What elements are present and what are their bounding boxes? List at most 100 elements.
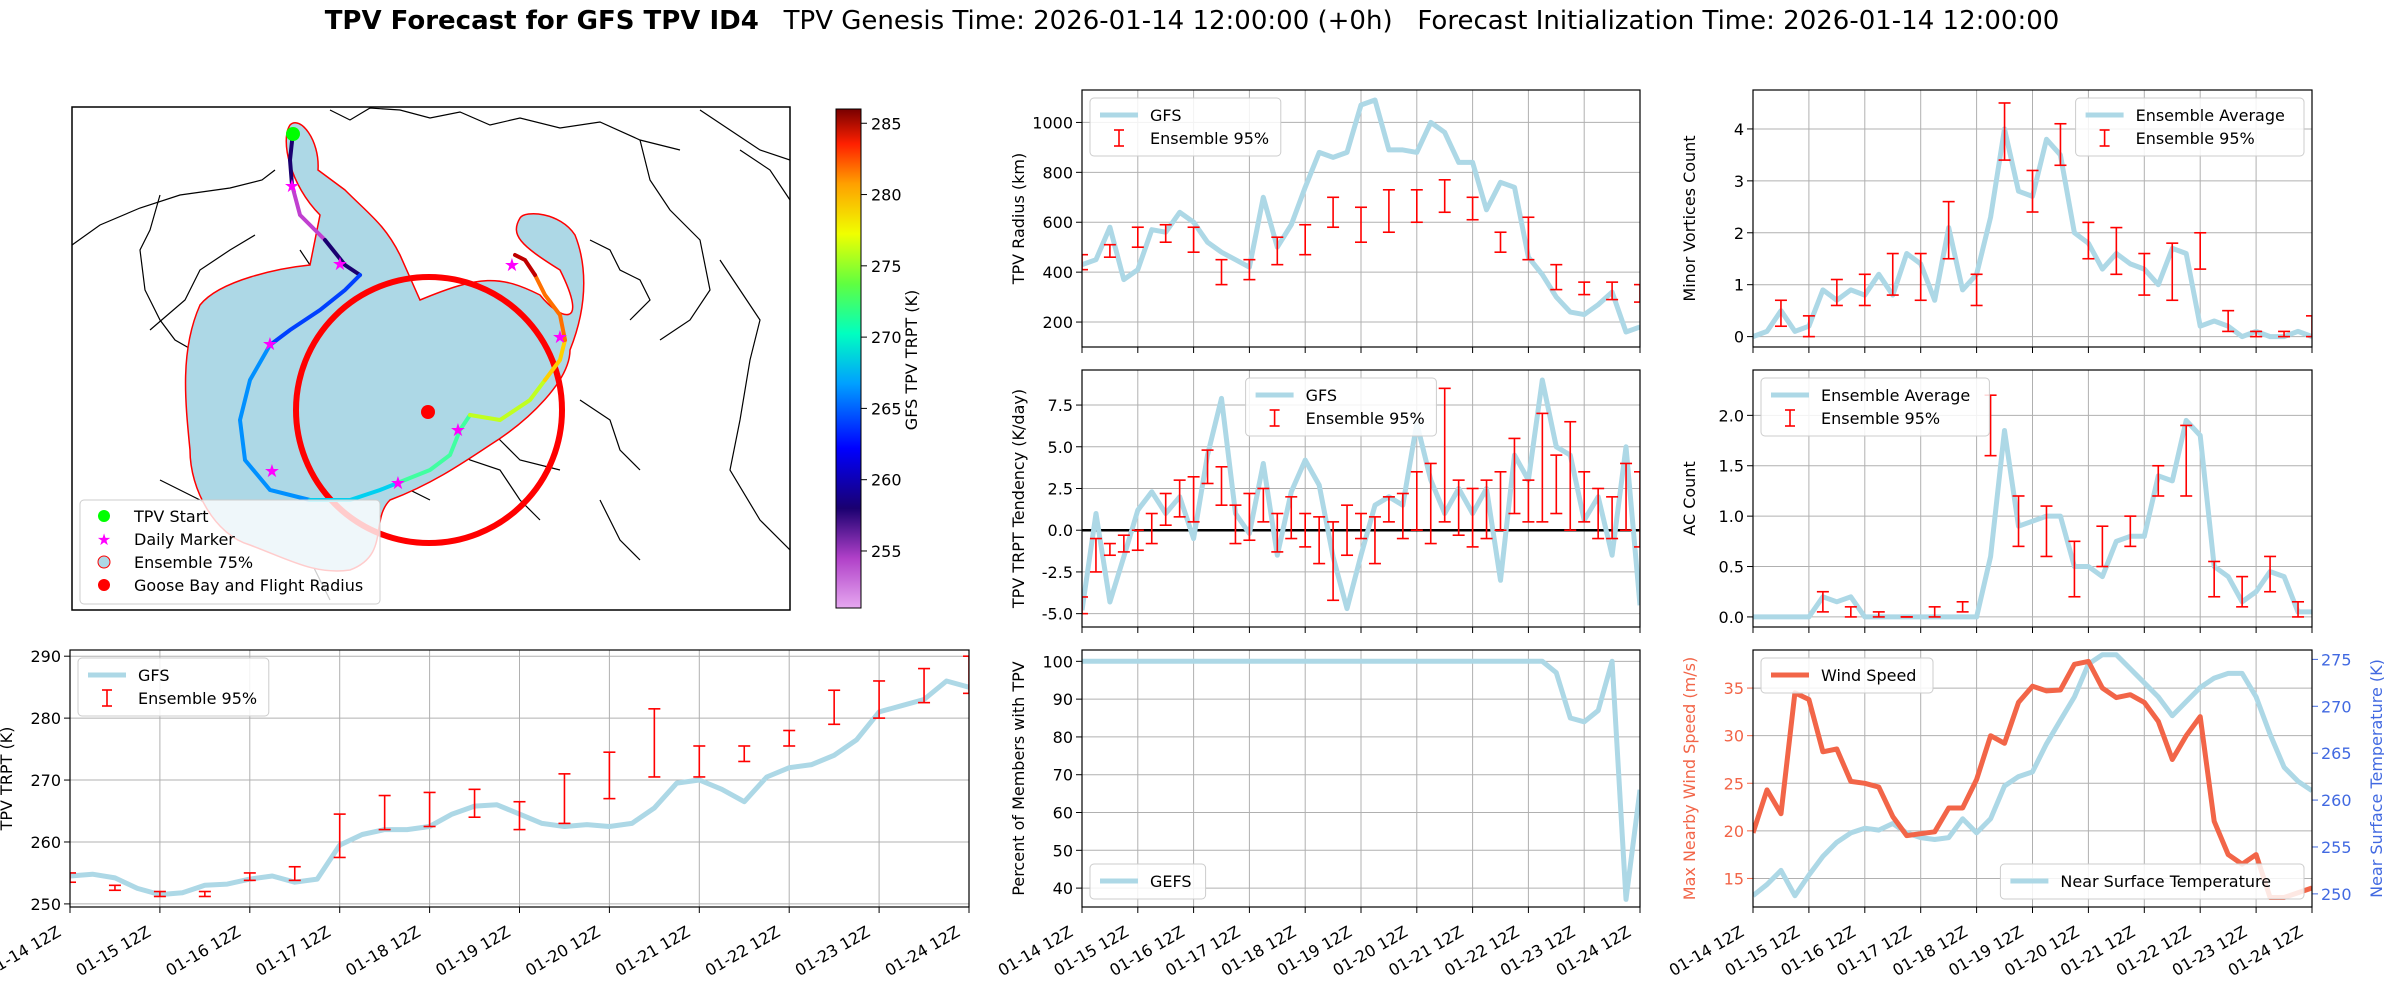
gfs-series-line	[1082, 97, 1640, 335]
legend-ensemble-icon	[97, 555, 111, 569]
y2-tick-label: 270	[2321, 697, 2352, 716]
plot-area	[1753, 102, 2312, 340]
y-axis-label: TPV Radius (km)	[1009, 153, 1028, 286]
y-tick-label: 35	[1724, 679, 1744, 698]
y-tick-label: 200	[1042, 313, 1073, 332]
map-legend: TPV Start ★ Daily Marker Ensemble 75% Go…	[79, 499, 381, 605]
x-tick-label: 01-16 12Z	[163, 922, 244, 980]
legend-goose-label: Goose Bay and Flight Radius	[134, 576, 363, 595]
y-tick-label: 5.0	[1048, 438, 1073, 457]
colorbar-tick-label: 275	[871, 257, 902, 276]
ac-count-chart: 0.0 0.5 1.0 1.5 2.0 AC Count Ensemble Average E…	[1680, 369, 2313, 633]
y-tick-label: 0	[1734, 328, 1744, 347]
y-tick-label: 4	[1734, 120, 1744, 139]
y-tick-label: 20	[1724, 822, 1744, 841]
plot-frame	[1752, 89, 2313, 348]
svg-text:★: ★	[390, 473, 406, 494]
y-tick-label: 2.0	[1719, 406, 1744, 425]
y2-tick-label: 260	[2321, 791, 2352, 810]
y-tick-label: 0.0	[1719, 608, 1744, 627]
goose-bay-marker	[421, 405, 435, 419]
y-axis-label: AC Count	[1680, 461, 1699, 535]
y-tick-label: 800	[1042, 163, 1073, 182]
y2-tick-label: 255	[2321, 838, 2352, 857]
svg-text:★: ★	[264, 461, 280, 482]
svg-text:★: ★	[332, 254, 348, 275]
daily-markers: ★ ★ ★ ★ ★ ★ ★ ★	[262, 176, 568, 494]
svg-text:★: ★	[552, 327, 568, 348]
y-tick-label: 1	[1734, 276, 1744, 295]
colorbar-tick-label: 255	[871, 542, 902, 561]
colorbar-tick-label: 280	[871, 186, 902, 205]
y-tick-label: 1.5	[1719, 457, 1744, 476]
y-tick-label: 90	[1053, 690, 1073, 709]
wind-series-line	[1753, 658, 2312, 900]
y-tick-label: 250	[30, 895, 61, 914]
gfs-series-line	[1082, 377, 1640, 612]
y-tick-label: 7.5	[1048, 396, 1073, 415]
x-tick-label: 01-23 12Z	[792, 922, 873, 980]
y2-tick-label: 250	[2321, 885, 2352, 904]
plot-frame	[1081, 649, 1641, 908]
legend-label: Near Surface Temperature	[2060, 872, 2271, 891]
gfs-series-line	[1753, 417, 2312, 620]
legend-label: GFS	[138, 666, 169, 685]
y-axis-label: Minor Vortices Count	[1680, 135, 1699, 301]
y2-axis-label: Near Surface Temperature (K)	[2367, 659, 2384, 898]
y-tick-label: 3	[1734, 172, 1744, 191]
colorbar-tick-label: 260	[871, 471, 902, 490]
tpv-start-marker	[286, 127, 300, 141]
plot-area	[1753, 394, 2312, 620]
trpt-tendency-chart: -5.0 -2.5 0.0 2.5 5.0 7.5 TPV TRPT Tendency (K…	[1009, 369, 1641, 633]
legend-goose-icon	[98, 579, 110, 591]
legend-label: Ensemble 95%	[1821, 409, 1940, 428]
legend-ensemble-label: Ensemble 75%	[134, 553, 253, 572]
plot-area	[1082, 97, 1640, 335]
legend-box	[1760, 657, 1934, 694]
legend-label: Ensemble Average	[2136, 106, 2285, 125]
plot-frame	[1081, 89, 1641, 348]
plot-frame	[1081, 369, 1641, 628]
map-panel: ★ ★ ★ ★ ★ ★ ★ ★ TPV Start ★ Daily Marker…	[71, 106, 791, 611]
plot-frame	[1752, 369, 2313, 628]
title-init: Forecast Initialization Time: 2026-01-14…	[1417, 6, 2060, 36]
plot-area	[1753, 652, 2312, 900]
map-content: ★ ★ ★ ★ ★ ★ ★ ★ TPV Start ★ Daily Marker…	[72, 107, 790, 605]
y-tick-label: 600	[1042, 213, 1073, 232]
y-tick-label: 260	[30, 833, 61, 852]
y-tick-label: 50	[1053, 841, 1073, 860]
legend-label: Ensemble 95%	[138, 689, 257, 708]
x-tick-label: 01-18 12Z	[342, 922, 423, 980]
colorbar-tick-label: 270	[871, 328, 902, 347]
radius-chart: 200 400 600 800 1000 TPV Radius (km) GFS Ensemb…	[1009, 89, 1641, 353]
y-tick-label: 0.0	[1048, 521, 1073, 540]
y-tick-label: 290	[30, 647, 61, 666]
x-tick-label: 01-24 12Z	[882, 922, 963, 980]
y-tick-label: 400	[1042, 263, 1073, 282]
legend-start-icon	[98, 510, 110, 522]
y-tick-label: 270	[30, 771, 61, 790]
legend-box	[1999, 863, 2305, 900]
y-tick-label: 80	[1053, 728, 1073, 747]
legend-label: GEFS	[1150, 872, 1192, 891]
y2-tick-label: 275	[2321, 650, 2352, 669]
y-axis-label: Max Nearby Wind Speed (m/s)	[1680, 657, 1699, 900]
colorbar-ticks: 255 260 265 270 275 280 285	[861, 114, 902, 561]
x-tick-label: 01-15 12Z	[73, 922, 154, 980]
y-tick-label: 25	[1724, 774, 1744, 793]
svg-text:★: ★	[450, 420, 466, 441]
legend-label: Wind Speed	[1821, 666, 1916, 685]
svg-text:★: ★	[504, 255, 520, 276]
y-tick-label: 280	[30, 709, 61, 728]
y-tick-label: -5.0	[1042, 605, 1073, 624]
y-axis-label: TPV TRPT Tendency (K/day)	[1009, 389, 1028, 609]
legend-daily-label: Daily Marker	[134, 530, 235, 549]
legend-box	[1760, 377, 1990, 437]
y-tick-label: 0.5	[1719, 558, 1744, 577]
legend-label: GFS	[1306, 386, 1337, 405]
y-tick-label: 2	[1734, 224, 1744, 243]
colorbar-label: GFS TPV TRPT (K)	[902, 290, 921, 430]
x-tick-label: 01-14 12Z	[0, 922, 64, 980]
legend-start-label: TPV Start	[133, 507, 209, 526]
